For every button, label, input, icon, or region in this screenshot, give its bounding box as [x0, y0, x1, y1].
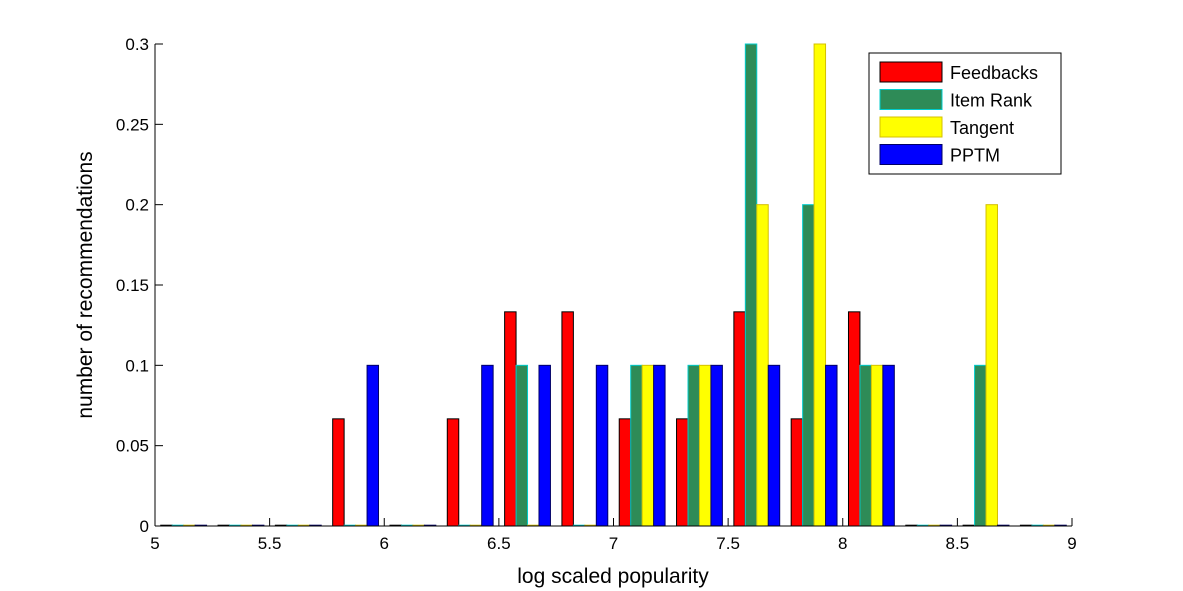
- legend-swatch: [879, 61, 943, 83]
- bar-item-rank: [859, 364, 872, 527]
- bar-feedbacks: [733, 311, 746, 527]
- bar-tangent: [985, 204, 998, 527]
- bar-item-rank: [515, 364, 529, 527]
- bar-item-rank: [974, 364, 987, 527]
- bar-feedbacks: [446, 418, 460, 527]
- bar-item-rank: [687, 364, 700, 527]
- bar-feedbacks: [847, 311, 861, 527]
- x-tick-label: 5.5: [258, 534, 282, 553]
- legend-swatch: [879, 116, 943, 138]
- ticks-group: 5 5.5 6 6.5 7 7.5 8 8.5 9 0 0.05 0.1 0.15 0.2 0.25 0.3: [116, 35, 1077, 553]
- bar-pptm: [767, 364, 781, 527]
- y-tick-label: 0: [140, 517, 149, 536]
- x-tick-label: 6.5: [487, 534, 511, 553]
- x-tick-label: 7: [609, 534, 618, 553]
- legend-label: Feedbacks: [950, 63, 1038, 83]
- bar-tangent: [870, 364, 884, 527]
- bar-item-rank: [744, 43, 758, 527]
- bar-pptm: [710, 364, 723, 527]
- bar-pptm: [825, 364, 838, 527]
- bar-tangent: [698, 364, 712, 527]
- y-tick-label: 0.1: [125, 356, 149, 375]
- bar-pptm: [595, 364, 609, 527]
- bar-pptm: [366, 364, 380, 527]
- bar-item-rank: [802, 204, 815, 527]
- bar-pptm: [653, 364, 666, 527]
- y-axis-label: number of recommendations: [74, 151, 97, 418]
- x-tick-label: 8: [838, 534, 847, 553]
- legend-swatch: [879, 89, 943, 110]
- bar-pptm: [882, 364, 895, 527]
- bar-feedbacks: [504, 311, 517, 527]
- bar-feedbacks: [676, 418, 689, 527]
- bar-pptm: [538, 364, 551, 527]
- x-tick-label: 8.5: [946, 534, 970, 553]
- bar-pptm: [481, 364, 494, 527]
- bar-tangent: [641, 364, 655, 527]
- y-tick-label: 0.15: [116, 276, 149, 295]
- legend-label: Item Rank: [950, 91, 1033, 111]
- legend-label: PPTM: [950, 146, 1000, 166]
- bar-feedbacks: [618, 418, 632, 527]
- x-axis-label: log scaled popularity: [517, 565, 709, 588]
- y-tick-label: 0.25: [116, 115, 149, 134]
- legend-swatch: [879, 144, 943, 165]
- x-tick-label: 7.5: [716, 534, 740, 553]
- y-tick-label: 0.3: [125, 35, 149, 54]
- bar-feedbacks: [332, 418, 345, 527]
- bar-tangent: [756, 204, 769, 527]
- x-tick-label: 6: [380, 534, 389, 553]
- legend-label: Tangent: [950, 118, 1014, 138]
- y-tick-label: 0.05: [116, 437, 149, 456]
- bar-item-rank: [630, 364, 643, 527]
- x-tick-label: 5: [150, 534, 159, 553]
- legend: Feedbacks Item Rank Tangent PPTM: [868, 52, 1062, 175]
- y-tick-label: 0.2: [125, 196, 149, 215]
- bar-feedbacks: [790, 418, 804, 527]
- bar-tangent: [813, 43, 827, 527]
- x-tick-label: 9: [1067, 534, 1076, 553]
- bar-feedbacks: [561, 311, 574, 527]
